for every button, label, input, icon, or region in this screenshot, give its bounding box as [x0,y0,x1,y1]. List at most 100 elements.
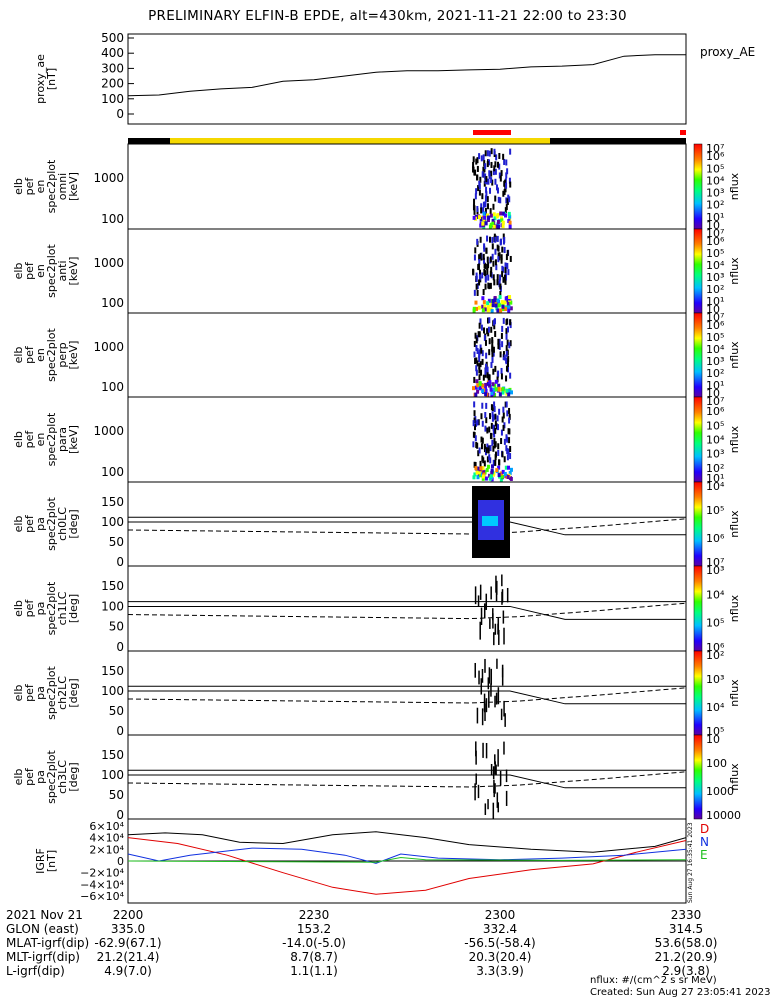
spec-panel-3-colorbar-tick: 10² [706,462,724,475]
pa-panel-2-ylabel-line-3: spec2plot [45,666,58,720]
pa-panel-3-ylabel-line-0: elb [12,769,25,786]
pa-panel-3-ylabel-line-3: spec2plot [45,750,58,804]
pa-panel-2-ytick: 0 [116,724,124,738]
pa-panel-3-ylabel-line-1: pef [23,767,36,786]
ae-ytick-label: 200 [101,77,124,91]
spec-panel-2-ylabel-line-4: perp [56,342,69,367]
pa-panel-2-frame [127,650,687,736]
igrf-ytick-label: 4×10⁴ [89,832,124,845]
footer-cell: 2200 [112,908,144,922]
footer-cell: 2330 [670,908,702,922]
footer-cell: 335.0 [110,922,146,936]
pa-panel-3-lc-line [128,774,686,789]
spec-panel-0-frame [127,143,687,230]
status-bar-science-zone [170,138,550,144]
spec-panel-1-ytick: 100 [101,296,124,310]
footer-cell: 4.9(7.0) [104,964,152,978]
pa-panel-2-colorbar-tick: 10⁴ [706,701,725,714]
pa-panel-0-colorbar-tick: 10⁴ [706,480,725,493]
pa-panel-1-colorbar [693,565,703,652]
spec-panel-3-colorbar-tick: 10⁶ [706,405,725,418]
footer-row-label: GLON (east) [6,922,79,936]
pa-panel-1-colorbar-tick: 10⁴ [706,588,725,601]
pa-panel-3-pixels [474,741,508,820]
pa-panel-1-colorbar-label: nflux [728,594,741,622]
pa-panel-3-colorbar-tick: 10000 [706,809,741,822]
pa-panel-1-ytick: 50 [109,620,124,634]
spec-panel-3-ylabel-line-0: elb [12,431,25,448]
spec-panel-3-colorbar-tick: 10⁵ [706,419,724,432]
footer-row-label: L-igrf(dip) [6,964,65,978]
ae-ytick-label: 400 [101,46,124,60]
spec-panel-2-colorbar-tick: 10⁴ [706,343,725,356]
pa-panel-0-frame [127,481,687,567]
pa-panel-1-colorbar-tick: 10⁵ [706,617,724,630]
igrf-side-stamp: Sun Aug 27 16:35:41 2023 [687,822,694,903]
footer-cell: 2.9(3.8) [662,964,710,978]
pa-panel-3-colorbar-tick: 1000 [706,785,734,798]
pa-panel-2-colorbar-tick: 10² [706,649,724,662]
pa-panel-2-ytick: 150 [101,664,124,678]
pa-panel-1-ylabel-line-4: ch1LC [56,591,69,625]
pa-panel-2-ylabel-line-2: pa [34,686,47,700]
pa-panel-1-ylabel-line-5: [deg] [67,594,80,623]
spec-panel-3-colorbar-tick: 10¹ [706,472,724,485]
spec-panel-0-colorbar-tick: 10⁶ [706,150,725,163]
pa-panel-2-pixels [474,658,506,727]
spec-panel-1-colorbar-tick: 10¹ [706,295,724,308]
footer-cell: 153.2 [296,922,332,936]
spec-panel-3-ylabel-line-5: [keV] [67,425,80,454]
pa-panel-1-ytick: 0 [116,640,124,654]
spec-panel-1-colorbar-tick: 10⁶ [706,235,725,248]
spec-panel-0-ylabel-line-1: pef [23,177,36,196]
igrf-legend-n: N [700,835,709,849]
pa-panel-0-pixels [472,486,510,558]
spec-panel-2-ylabel-line-3: spec2plot [45,328,58,382]
pa-panel-2-ytick: 100 [101,684,124,698]
footer-cell: 3.3(3.9) [476,964,524,978]
spec-panel-0-colorbar-tick: 10² [706,199,724,212]
pa-panel-0-colorbar-tick: 10⁵ [706,504,724,517]
pa-panel-0-ylabel-line-3: spec2plot [45,497,58,551]
igrf-ytick-label: 2×10⁴ [89,843,124,856]
spec-panel-0-colorbar [693,143,703,230]
igrf-ytick-label: −4×10⁴ [80,878,124,891]
pa-panel-3-colorbar-tick: 10 [706,733,720,746]
footer-cell: 2300 [484,908,516,922]
footer-units-note: nflux: #/(cm^2 s sr MeV) [590,975,717,986]
spec-panel-2-colorbar-tick: 10 [706,387,720,400]
spec-panel-1-frame [127,228,687,314]
pa-panel-1-colorbar-tick: 10⁶ [706,641,725,654]
pa-panel-1-ytick: 100 [101,599,124,613]
pa-panel-3-ylabel-line-5: [deg] [67,762,80,791]
spec-panel-2-ytick: 1000 [93,340,124,354]
pa-panel-0-colorbar-tick: 10⁶ [706,532,725,545]
pa-panel-0-lc-line [128,521,686,536]
spec-panel-0-ytick: 100 [101,212,124,226]
spectrogram-pixels [472,317,513,397]
pa-panel-1-lc-line [128,605,686,620]
spec-panel-3-colorbar [693,396,703,483]
pa-panel-0-ylabel-line-1: pef [23,514,36,533]
ae-ytick-label: 0 [116,107,124,121]
igrf-total-line [127,831,687,853]
spec-panel-3-ylabel-line-4: para [56,427,69,452]
spectrogram-pixels [472,233,513,313]
spec-panel-3-ytick: 1000 [93,424,124,438]
pa-panel-3-colorbar-label: nflux [728,763,741,791]
pa-panel-2-ylabel-line-5: [deg] [67,678,80,707]
pa-panel-3-ytick: 0 [116,808,124,822]
pa-panel-1-lc-dashed [127,602,687,620]
pa-panel-1-colorbar-tick: 10³ [706,564,724,577]
ae-ylabel-line-1: [nT] [45,68,58,90]
ae-ylabel-line-0: proxy_ae [34,54,47,104]
spec-panel-2-colorbar-tick: 10³ [706,355,724,368]
spec-panel-0-ylabel-line-3: spec2plot [45,159,58,213]
page-title: PRELIMINARY ELFIN-B EPDE, alt=430km, 202… [148,8,627,24]
pa-panel-2-ylabel-line-0: elb [12,685,25,702]
spec-panel-2-colorbar [693,312,703,398]
spec-panel-2-colorbar-tick: 10⁷ [706,311,724,324]
spec-panel-1-colorbar-label: nflux [728,257,741,285]
pa-panel-0-colorbar-label: nflux [728,510,741,538]
igrf-d-line [127,837,687,895]
